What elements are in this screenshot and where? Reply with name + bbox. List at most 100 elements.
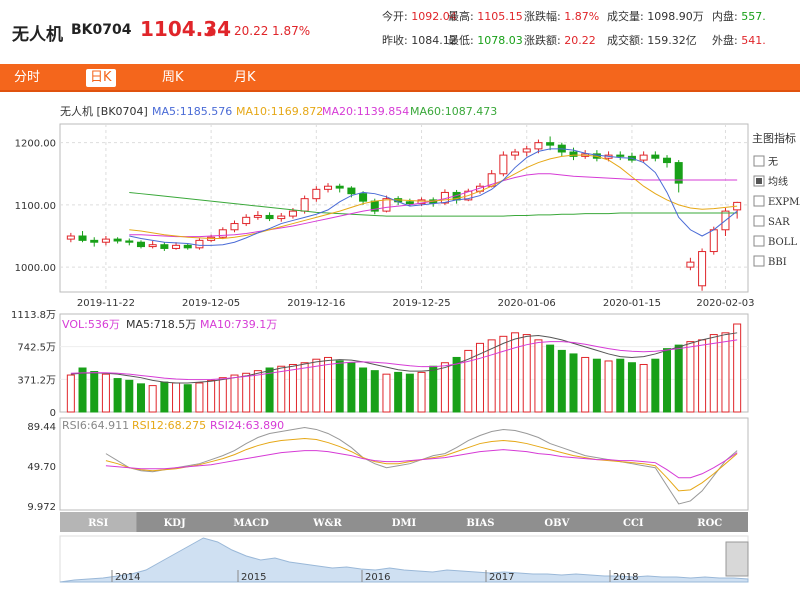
price-change: 20.22 (234, 24, 269, 38)
volume-bar (464, 349, 473, 413)
candle (230, 223, 239, 231)
candle (277, 215, 286, 220)
tab-1[interactable]: 日K (86, 69, 116, 87)
candle (300, 198, 309, 212)
stat-value: 20.22 (560, 34, 596, 47)
indicator-tab[interactable]: DMI (392, 518, 417, 529)
candle (639, 154, 648, 161)
indicator-option-label[interactable]: BBI (768, 257, 787, 268)
volume-bar (452, 356, 461, 413)
indicator-option-label[interactable]: BOLL (768, 237, 797, 248)
stat-label: 昨收: (382, 34, 408, 47)
stock-name: 无人机 (12, 25, 63, 45)
volume-bar (534, 339, 543, 413)
indicator-option-label[interactable]: 均线 (768, 175, 788, 188)
candle (698, 251, 707, 287)
volume-bar (382, 373, 391, 413)
volume-bar (522, 334, 531, 413)
overview-year-label: 2017 (489, 572, 514, 583)
stat-item: 涨跌额: 20.22 (524, 32, 596, 48)
stat-value: 557. (737, 10, 766, 23)
tab-0[interactable]: 分时 (14, 70, 41, 85)
indicator-checkbox[interactable] (753, 215, 765, 227)
candle (663, 157, 672, 164)
indicator-tabbar (60, 512, 748, 532)
indicator-panel-title: 主图指标 (752, 131, 796, 145)
legend-item: MA20:1139.854 (322, 105, 409, 118)
rsi24-legend: RSI24:63.890 (210, 419, 284, 432)
ma10-line (129, 154, 738, 239)
indicator-checkbox[interactable] (753, 255, 765, 267)
candle (534, 142, 543, 150)
indicator-option-label[interactable]: 无 (768, 157, 778, 168)
candle (136, 241, 145, 248)
indicator-checkbox[interactable] (753, 235, 765, 247)
date-tick-label: 2020-01-15 (603, 298, 661, 309)
tab-2[interactable]: 周K (162, 70, 184, 85)
vol-tick-label: 371.2万 (17, 375, 56, 386)
volume-bar (581, 356, 590, 413)
candle (288, 210, 297, 217)
indicator-checkbox[interactable] (753, 155, 765, 167)
stat-label: 最低: (448, 34, 474, 47)
tab-3[interactable]: 月K (234, 70, 256, 85)
volume-bar (475, 342, 484, 413)
vol-tick-label: 0 (50, 408, 56, 419)
vol-ma10-legend: MA10:739.1万 (200, 318, 277, 331)
vol-legend: VOL:536万 (62, 318, 120, 331)
indicator-tab[interactable]: ROC (697, 518, 722, 529)
stat-label: 涨跌额: (524, 34, 561, 47)
volume-bar (277, 365, 286, 413)
rsi24-line (105, 449, 738, 479)
candle (359, 193, 368, 202)
stat-value: 1078.03 (473, 34, 523, 47)
overview-year-label: 2015 (241, 572, 266, 583)
volume-bar (440, 362, 449, 413)
indicator-tab[interactable]: OBV (544, 518, 569, 529)
date-tick-label: 2019-11-22 (77, 298, 135, 309)
indicator-tab[interactable]: CCI (623, 518, 644, 529)
indicator-option-label[interactable]: EXPMA (768, 197, 800, 208)
volume-panel-frame (59, 313, 749, 413)
vol-tick-label: 742.5万 (17, 343, 56, 354)
volume-bar (288, 363, 297, 413)
stat-value: 541. (737, 34, 766, 47)
volume-bar (487, 339, 496, 413)
volume-bar (417, 371, 426, 413)
volume-bar (148, 385, 157, 413)
candle (522, 148, 531, 153)
candle (651, 154, 660, 159)
volume-bar (78, 367, 87, 413)
volume-bar (242, 372, 251, 413)
stat-value: 1092.04 (407, 10, 457, 23)
candle (101, 238, 110, 243)
vol-ma10-line (70, 339, 738, 381)
candle (113, 238, 122, 242)
indicator-tab[interactable]: W&R (312, 518, 342, 529)
date-tick-label: 2019-12-16 (287, 298, 345, 309)
candle (312, 188, 321, 200)
kline-chart[interactable]: 无人机 [BK0704] MA5:1185.576 MA10:1169.872MA2… (0, 96, 800, 591)
overview-year-label: 2014 (115, 572, 140, 583)
overview-range-handle[interactable] (725, 541, 749, 577)
stat-label: 内盘: (712, 10, 738, 23)
indicator-tab-active-bg (60, 512, 137, 532)
volume-bar (347, 362, 356, 413)
indicator-tab[interactable]: BIAS (466, 518, 494, 529)
volume-bar (160, 381, 169, 413)
stat-item: 最高: 1105.15 (448, 8, 523, 24)
candle (160, 244, 169, 249)
volume-bar (359, 367, 368, 413)
legend-item: MA60:1087.473 (410, 105, 497, 118)
price-change-pct: 1.87% (272, 24, 311, 38)
stat-label: 成交量: (607, 10, 644, 23)
indicator-tab[interactable]: MACD (233, 518, 269, 529)
rsi12-line (105, 438, 738, 492)
indicator-tab[interactable]: RSI (88, 518, 109, 529)
indicator-option-label[interactable]: SAR (768, 217, 790, 228)
indicator-tab[interactable]: KDJ (164, 518, 186, 529)
volume-bar (429, 365, 438, 413)
indicator-checkbox[interactable] (753, 195, 765, 207)
ma5-line (129, 148, 738, 246)
price-tick-label: 1200.00 (15, 139, 56, 150)
